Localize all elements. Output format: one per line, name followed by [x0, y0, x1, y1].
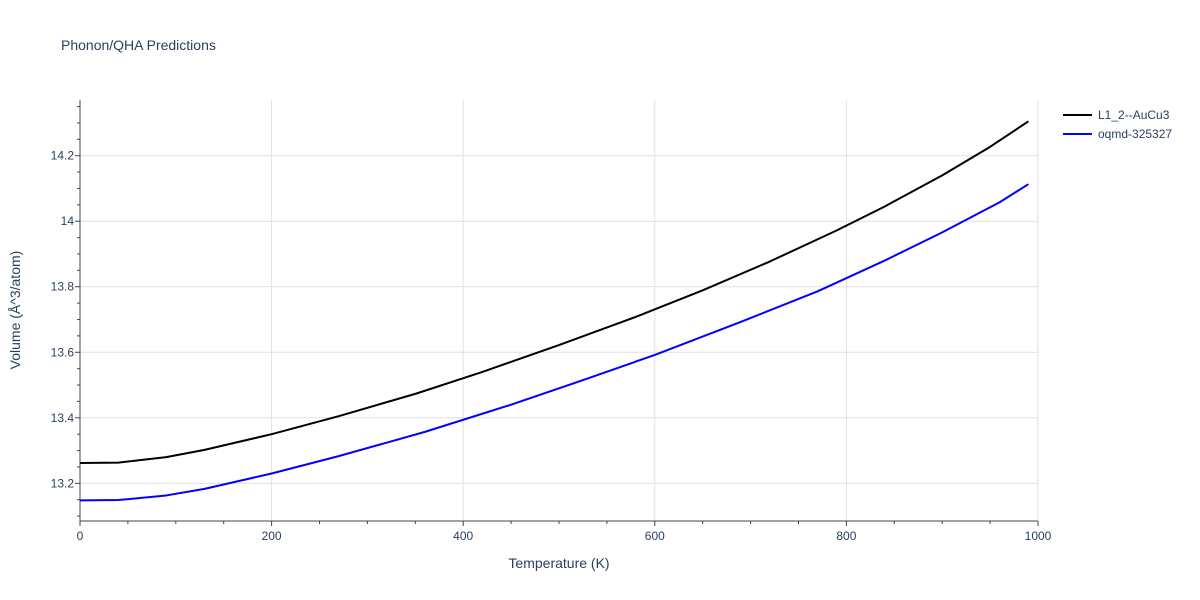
plot-lines: [79, 120, 1029, 502]
x-tick-label: 1000: [1025, 529, 1052, 543]
x-tick-label: 400: [453, 529, 473, 543]
y-tick-label: 13.6: [51, 345, 75, 359]
series-line-2: [79, 183, 1029, 502]
x-tick-label: 800: [836, 529, 856, 543]
x-tick-label: 600: [645, 529, 665, 543]
y-tick-label: 14.2: [51, 149, 75, 163]
series-line-1: [79, 120, 1029, 465]
chart-title: Phonon/QHA Predictions: [61, 37, 216, 53]
y-tick-label: 13.4: [51, 411, 75, 425]
y-axis-title: Volume (Å^3/atom): [7, 251, 23, 370]
x-axis-ticks: 0 200 400 600 800 1000: [77, 521, 1052, 543]
x-tick-label: 200: [262, 529, 282, 543]
y-tick-label: 13.8: [51, 280, 75, 294]
legend: L1_2--AuCu3 oqmd-325327: [1063, 108, 1172, 141]
grid: [80, 100, 1039, 521]
y-tick-label: 13.2: [51, 476, 75, 490]
legend-label: oqmd-325327: [1098, 127, 1172, 141]
y-tick-label: 14: [61, 214, 75, 228]
x-tick-label: 0: [77, 529, 84, 543]
y-axis-ticks: 13.2 13.4 13.6 13.8 14 14.2: [51, 106, 80, 517]
axes: [79, 100, 1038, 522]
legend-label: L1_2--AuCu3: [1098, 108, 1170, 122]
x-axis-title: Temperature (K): [508, 555, 609, 571]
